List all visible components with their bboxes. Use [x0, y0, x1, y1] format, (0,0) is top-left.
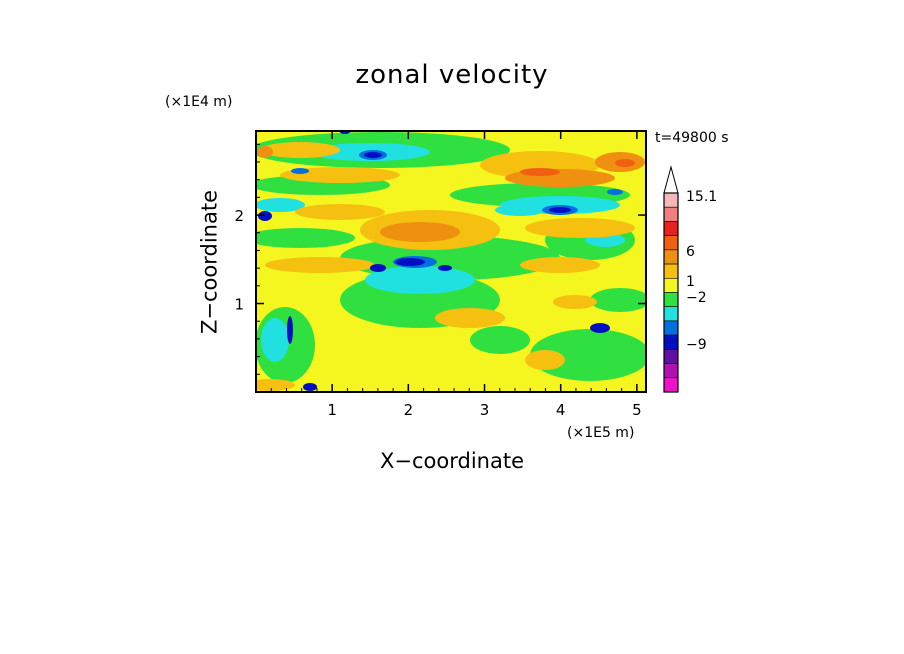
- contour-region: [287, 316, 293, 344]
- colorbar-segment: [663, 263, 679, 279]
- contour-region: [380, 222, 460, 242]
- y-axis-scale-label: (×1E4 m): [165, 94, 233, 110]
- contour-region: [615, 159, 635, 167]
- contour-region: [607, 189, 623, 195]
- contour-region: [291, 168, 309, 174]
- y-tick-label: 1: [234, 296, 244, 314]
- chart-title: zonal velocity: [355, 60, 549, 90]
- colorbar-segment: [663, 320, 679, 336]
- x-tick-label: 4: [556, 401, 566, 419]
- contour-region: [590, 323, 610, 333]
- colorbar-segment: [663, 363, 679, 379]
- y-axis-ticks: 12: [234, 143, 646, 375]
- contour-region: [435, 308, 505, 328]
- contour-region: [525, 350, 565, 370]
- contour-region: [438, 265, 452, 271]
- contour-region: [495, 204, 545, 216]
- x-tick-label: 1: [327, 401, 337, 419]
- contour-region: [303, 383, 317, 391]
- contour-region: [261, 318, 289, 362]
- contour-region: [520, 257, 600, 273]
- contour-region: [549, 207, 571, 213]
- colorbar-label: 15.1: [686, 189, 717, 205]
- contour-region: [525, 218, 635, 238]
- contour-region: [256, 228, 355, 248]
- contour-region: [470, 326, 530, 354]
- plot-frame: [255, 130, 647, 393]
- colorbar: 15.1 6 1−2 −9: [663, 165, 717, 393]
- contour-region: [260, 142, 340, 158]
- contour-region: [295, 204, 385, 220]
- contour-region: [265, 257, 375, 273]
- contour-region: [520, 168, 560, 176]
- colorbar-segment: [663, 192, 679, 208]
- contour-region: [370, 264, 386, 272]
- contour-region: [530, 329, 646, 381]
- contour-region: [280, 167, 400, 183]
- colorbar-segment: [663, 292, 679, 308]
- colorbar-segment: [663, 235, 679, 251]
- x-tick-label: 5: [632, 401, 642, 419]
- colorbar-extension-arrow: [663, 165, 679, 194]
- time-label: t=49800 s: [655, 130, 729, 146]
- colorbar-segment: [663, 277, 679, 293]
- colorbar-segment: [663, 377, 679, 393]
- y-tick-label: 2: [234, 207, 244, 225]
- contour-region: [365, 266, 475, 294]
- x-tick-label: 3: [480, 401, 490, 419]
- colorbar-segment: [663, 306, 679, 322]
- contour-region: [257, 146, 273, 158]
- contour-region: [590, 288, 646, 312]
- x-axis-label: X−coordinate: [380, 449, 524, 473]
- colorbar-label: 6: [686, 244, 695, 260]
- x-axis-scale-label: (×1E5 m): [567, 425, 635, 441]
- colorbar-segment: [663, 349, 679, 364]
- x-tick-label: 2: [404, 401, 414, 419]
- contour-region: [395, 258, 425, 266]
- contour-region: [256, 198, 305, 212]
- contour-region: [553, 295, 597, 309]
- contour-region: [258, 211, 272, 221]
- colorbar-segment: [663, 249, 679, 265]
- colorbar-label: −9: [686, 337, 707, 353]
- colorbar-segment: [663, 206, 679, 222]
- contour-field: [256, 131, 646, 392]
- contour-region: [364, 152, 382, 158]
- colorbar-label: 1: [686, 274, 695, 290]
- x-axis-ticks: 1 2 3 4 5: [270, 131, 642, 419]
- colorbar-label: −2: [686, 290, 707, 306]
- colorbar-segment: [663, 221, 679, 236]
- colorbar-segment: [663, 334, 679, 350]
- contour-region: [256, 379, 295, 391]
- colorbar-frame: [663, 192, 679, 393]
